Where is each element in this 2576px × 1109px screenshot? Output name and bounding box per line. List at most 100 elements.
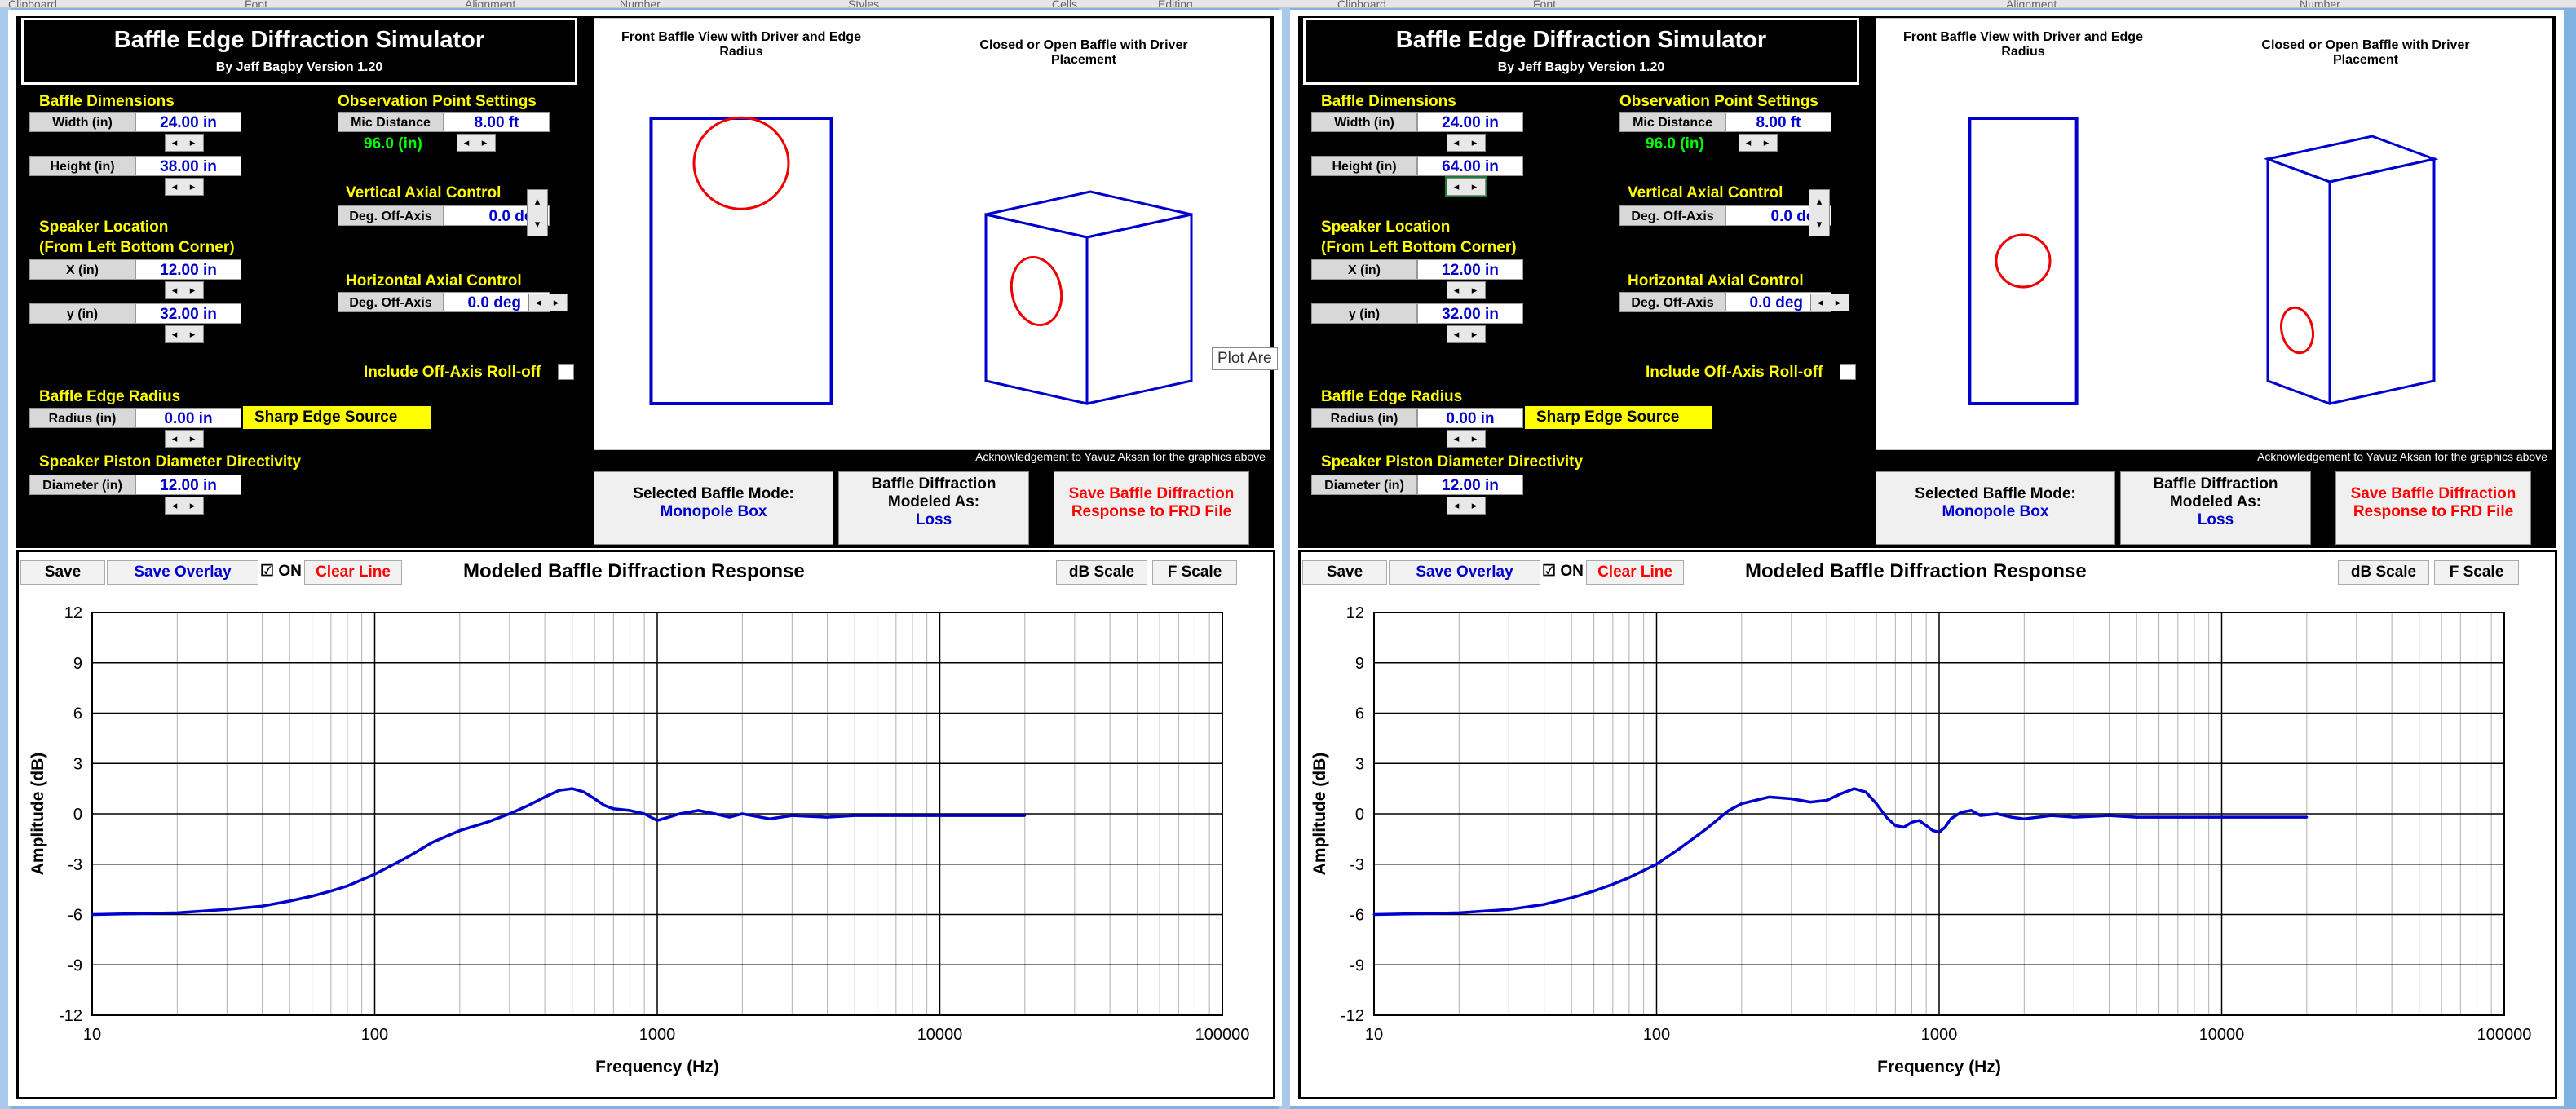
radius-spinner[interactable]: ◂ ▸ bbox=[1447, 430, 1486, 448]
save-frd-button[interactable]: Save Baffle Diffraction Response to FRD … bbox=[1054, 471, 1249, 545]
save-button[interactable]: Save bbox=[1302, 560, 1387, 585]
down-arrow-icon[interactable]: ▾ bbox=[1816, 218, 1823, 230]
f-scale-button[interactable]: F Scale bbox=[1152, 560, 1237, 585]
left-arrow-icon[interactable]: ◂ bbox=[1453, 328, 1460, 340]
response-data-point bbox=[2270, 815, 2273, 819]
vertical-spinner[interactable]: ▴ ▾ bbox=[527, 189, 548, 236]
right-arrow-icon[interactable]: ▸ bbox=[1471, 180, 1478, 192]
right-arrow-icon[interactable]: ▸ bbox=[1471, 499, 1478, 511]
left-arrow-icon[interactable]: ◂ bbox=[171, 284, 178, 296]
plot-area[interactable]: 10 100 1000 10000 100000 12 9 6 3 0 -3 -6 -9 -12 Frequ… bbox=[19, 552, 1273, 1097]
y-spinner[interactable]: ◂ ▸ bbox=[165, 325, 204, 343]
mic-spinner[interactable]: ◂ ▸ bbox=[1739, 134, 1778, 152]
rolloff-label: Include Off-Axis Roll-off bbox=[364, 364, 541, 381]
x-spinner[interactable]: ◂ ▸ bbox=[1447, 281, 1486, 299]
left-arrow-icon[interactable]: ◂ bbox=[171, 180, 178, 192]
y-spinner[interactable]: ◂ ▸ bbox=[1447, 325, 1486, 343]
right-arrow-icon[interactable]: ▸ bbox=[189, 499, 196, 511]
y-field[interactable]: 32.00 in bbox=[135, 303, 241, 324]
response-data-point bbox=[1969, 809, 1973, 812]
plot-area[interactable]: 10 100 1000 10000 100000 12 9 6 3 0 -3 -6 -9 -12 Frequ… bbox=[1301, 552, 2555, 1097]
right-arrow-icon[interactable]: ▸ bbox=[189, 432, 196, 444]
clear-line-button[interactable]: Clear Line bbox=[1586, 560, 1684, 585]
right-arrow-icon[interactable]: ▸ bbox=[189, 180, 196, 192]
save-frd-button[interactable]: Save Baffle Diffraction Response to FRD … bbox=[2335, 471, 2531, 545]
mic-spinner[interactable]: ◂ ▸ bbox=[457, 134, 496, 152]
response-data-point bbox=[1864, 790, 1867, 793]
horizontal-spinner[interactable]: ◂ ▸ bbox=[1810, 294, 1849, 311]
diameter-spinner[interactable]: ◂ ▸ bbox=[165, 497, 204, 515]
right-arrow-icon[interactable]: ▸ bbox=[189, 136, 196, 148]
db-scale-button[interactable]: dB Scale bbox=[2338, 560, 2429, 585]
left-arrow-icon[interactable]: ◂ bbox=[463, 136, 470, 148]
right-arrow-icon[interactable]: ▸ bbox=[1471, 432, 1478, 444]
sharp-edge-source-button[interactable]: Sharp Edge Source bbox=[1525, 406, 1712, 429]
up-arrow-icon[interactable]: ▴ bbox=[534, 195, 541, 207]
horizontal-spinner[interactable]: ◂ ▸ bbox=[528, 294, 568, 311]
height-field[interactable]: 64.00 in bbox=[1417, 156, 1523, 176]
left-arrow-icon[interactable]: ◂ bbox=[1745, 136, 1752, 148]
left-arrow-icon[interactable]: ◂ bbox=[535, 296, 541, 308]
diameter-field[interactable]: 12.00 in bbox=[135, 475, 241, 495]
rolloff-checkbox[interactable] bbox=[1840, 364, 1856, 380]
mic-distance-field[interactable]: 8.00 ft bbox=[444, 112, 550, 132]
height-field[interactable]: 38.00 in bbox=[135, 156, 241, 176]
left-arrow-icon[interactable]: ◂ bbox=[1817, 296, 1823, 308]
diameter-spinner[interactable]: ◂ ▸ bbox=[1447, 497, 1486, 515]
x-field[interactable]: 12.00 in bbox=[1417, 259, 1523, 280]
right-arrow-icon[interactable]: ▸ bbox=[189, 328, 196, 340]
box-front-face bbox=[2266, 157, 2331, 406]
left-arrow-icon[interactable]: ◂ bbox=[1453, 284, 1460, 296]
left-arrow-icon[interactable]: ◂ bbox=[1453, 499, 1460, 511]
clear-line-button[interactable]: Clear Line bbox=[304, 560, 402, 585]
save-overlay-button[interactable]: Save Overlay bbox=[107, 560, 258, 585]
height-spinner[interactable]: ◂ ▸ bbox=[165, 178, 204, 196]
down-arrow-icon[interactable]: ▾ bbox=[534, 218, 541, 230]
x-spinner[interactable]: ◂ ▸ bbox=[165, 281, 204, 299]
right-arrow-icon[interactable]: ▸ bbox=[481, 136, 488, 148]
left-arrow-icon[interactable]: ◂ bbox=[1453, 136, 1460, 148]
overlay-on-toggle[interactable]: ☑ ON bbox=[260, 560, 303, 585]
width-field[interactable]: 24.00 in bbox=[1417, 112, 1523, 132]
db-scale-button[interactable]: dB Scale bbox=[1056, 560, 1147, 585]
radius-field[interactable]: 0.00 in bbox=[1417, 408, 1523, 428]
right-arrow-icon[interactable]: ▸ bbox=[553, 296, 559, 308]
left-arrow-icon[interactable]: ◂ bbox=[171, 432, 178, 444]
x-field[interactable]: 12.00 in bbox=[135, 259, 241, 280]
save-button[interactable]: Save bbox=[20, 560, 105, 585]
rolloff-checkbox[interactable] bbox=[558, 364, 574, 380]
baffle-mode-label: Selected Baffle Mode: bbox=[633, 485, 794, 502]
save-overlay-button[interactable]: Save Overlay bbox=[1389, 560, 1540, 585]
right-arrow-icon[interactable]: ▸ bbox=[1471, 136, 1478, 148]
diameter-field[interactable]: 12.00 in bbox=[1417, 475, 1523, 495]
x-tick-label: 100000 bbox=[2477, 1026, 2532, 1044]
y-field[interactable]: 32.00 in bbox=[1417, 303, 1523, 324]
width-spinner[interactable]: ◂ ▸ bbox=[165, 134, 204, 152]
overlay-on-toggle[interactable]: ☑ ON bbox=[1542, 560, 1584, 585]
radius-field[interactable]: 0.00 in bbox=[135, 408, 241, 428]
vertical-spinner[interactable]: ▴ ▾ bbox=[1809, 189, 1830, 236]
mic-distance-field[interactable]: 8.00 ft bbox=[1725, 112, 1831, 132]
up-arrow-icon[interactable]: ▴ bbox=[1816, 195, 1823, 207]
right-arrow-icon[interactable]: ▸ bbox=[1835, 296, 1841, 308]
width-spinner[interactable]: ◂ ▸ bbox=[1447, 134, 1486, 152]
height-spinner[interactable]: ◂ ▸ bbox=[1445, 176, 1487, 197]
left-arrow-icon[interactable]: ◂ bbox=[1453, 432, 1460, 444]
left-arrow-icon[interactable]: ◂ bbox=[171, 328, 178, 340]
sharp-edge-source-button[interactable]: Sharp Edge Source bbox=[243, 406, 431, 429]
right-arrow-icon[interactable]: ▸ bbox=[189, 284, 196, 296]
radius-spinner[interactable]: ◂ ▸ bbox=[165, 430, 204, 448]
right-arrow-icon[interactable]: ▸ bbox=[1763, 136, 1770, 148]
rolloff-label: Include Off-Axis Roll-off bbox=[1646, 364, 1823, 381]
f-scale-button[interactable]: F Scale bbox=[2434, 560, 2519, 585]
width-field[interactable]: 24.00 in bbox=[135, 112, 241, 132]
left-arrow-icon[interactable]: ◂ bbox=[171, 136, 178, 148]
right-arrow-icon[interactable]: ▸ bbox=[1471, 328, 1478, 340]
simulator-pane-right: Baffle Edge Diffraction Simulator By Jef… bbox=[1290, 10, 2564, 1106]
front-driver-circle bbox=[692, 116, 790, 210]
box-top-face bbox=[985, 190, 1192, 239]
left-arrow-icon[interactable]: ◂ bbox=[1453, 180, 1460, 192]
right-arrow-icon[interactable]: ▸ bbox=[1471, 284, 1478, 296]
x-tick-label: 10000 bbox=[2199, 1026, 2245, 1044]
left-arrow-icon[interactable]: ◂ bbox=[171, 499, 178, 511]
